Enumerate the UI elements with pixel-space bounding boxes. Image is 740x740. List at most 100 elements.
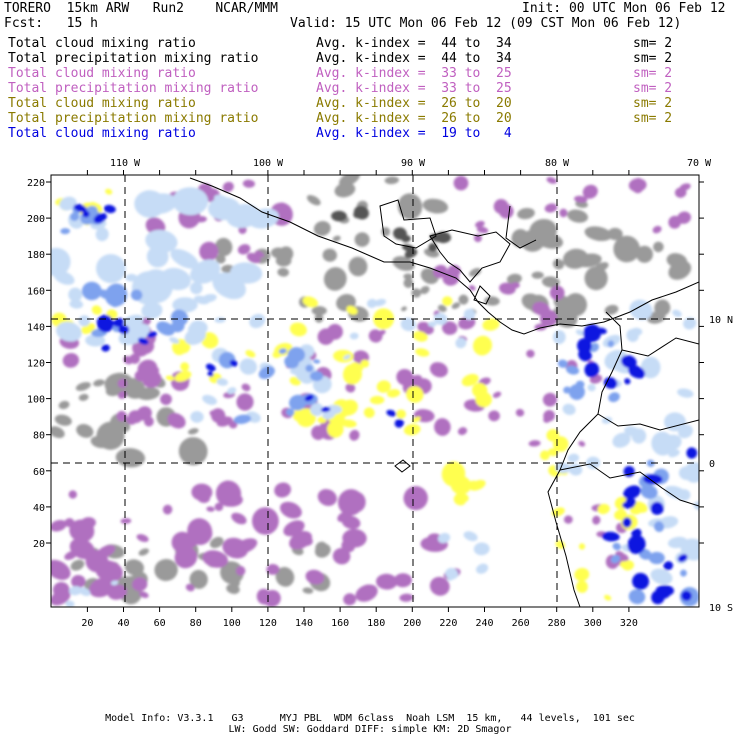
gray-cloud bbox=[584, 266, 608, 291]
yellow-cloud bbox=[342, 363, 363, 385]
legend-field: Total precipitation mixing ratio bbox=[8, 111, 259, 126]
mid-blue-cloud bbox=[568, 384, 585, 400]
blue-cloud bbox=[659, 590, 671, 599]
lon-label: 100 W bbox=[253, 158, 284, 169]
yellow-cloud bbox=[105, 188, 113, 195]
yellow-cloud bbox=[441, 461, 466, 487]
light-blue-cloud bbox=[629, 327, 643, 337]
purple-cloud bbox=[149, 365, 160, 376]
purple-cloud bbox=[187, 518, 213, 546]
gray-cloud bbox=[397, 193, 423, 220]
yellow-cloud bbox=[396, 409, 406, 419]
purple-cloud bbox=[345, 383, 356, 393]
light-blue-cloud bbox=[366, 298, 377, 308]
yellow-cloud bbox=[346, 305, 358, 315]
mid-blue-cloud bbox=[610, 554, 621, 564]
x-tick-label: 260 bbox=[512, 618, 530, 629]
yellow-cloud bbox=[551, 507, 565, 517]
light-blue-cloud bbox=[78, 315, 91, 327]
light-blue-cloud bbox=[651, 431, 674, 456]
purple-cloud bbox=[215, 480, 242, 507]
gray-cloud bbox=[392, 256, 415, 271]
gray-cloud bbox=[381, 227, 391, 237]
yellow-cloud bbox=[326, 420, 344, 438]
purple-cloud bbox=[89, 577, 115, 598]
gray-cloud bbox=[403, 273, 413, 280]
header-fcst: Fcst: 15 h bbox=[4, 16, 98, 31]
gray-cloud bbox=[334, 182, 356, 198]
mid-blue-cloud bbox=[278, 348, 287, 354]
gray-cloud bbox=[420, 285, 430, 295]
purple-cloud bbox=[293, 533, 313, 547]
light-blue-cloud bbox=[59, 196, 77, 211]
mid-blue-cloud bbox=[70, 212, 80, 221]
gray-cloud bbox=[593, 262, 609, 273]
blue-cloud bbox=[686, 447, 698, 459]
blue-cloud bbox=[304, 394, 314, 402]
coastline bbox=[621, 337, 699, 357]
blue-cloud bbox=[632, 572, 650, 590]
light-blue-cloud bbox=[69, 586, 82, 596]
purple-cloud bbox=[128, 410, 143, 424]
mid-blue-cloud bbox=[309, 371, 324, 382]
footer-physics: LW: Godd SW: Goddard DIFF: simple KM: 2D… bbox=[228, 724, 512, 735]
gray-cloud bbox=[54, 414, 72, 426]
lon-label: 80 W bbox=[545, 158, 570, 169]
purple-cloud bbox=[51, 559, 71, 580]
blue-cloud bbox=[623, 465, 635, 477]
purple-cloud bbox=[235, 566, 246, 576]
light-blue-cloud bbox=[169, 336, 180, 344]
purple-cloud bbox=[71, 574, 86, 589]
blue-cloud bbox=[147, 331, 158, 338]
purple-cloud bbox=[95, 560, 123, 582]
light-blue-cloud bbox=[567, 453, 580, 463]
x-tick-label: 280 bbox=[548, 618, 566, 629]
light-blue-cloud bbox=[325, 404, 342, 415]
legend-row: Total precipitation mixing ratio Avg. k-i… bbox=[0, 52, 740, 67]
header-valid: Valid: 15 UTC Mon 06 Feb 12 (09 CST Mon … bbox=[290, 16, 682, 31]
purple-cloud bbox=[222, 537, 249, 559]
purple-cloud bbox=[349, 429, 360, 441]
gray-cloud bbox=[575, 200, 588, 208]
yellow-cloud bbox=[415, 348, 430, 357]
mid-blue-cloud bbox=[110, 299, 121, 308]
blue-cloud bbox=[681, 590, 692, 601]
gray-cloud bbox=[653, 241, 664, 253]
gray-cloud bbox=[666, 253, 688, 269]
gray-cloud bbox=[115, 448, 146, 468]
blue-cloud bbox=[622, 517, 632, 528]
purple-cloud bbox=[492, 391, 502, 398]
gray-cloud bbox=[313, 221, 331, 236]
yellow-cloud bbox=[174, 370, 192, 382]
gray-cloud bbox=[531, 271, 544, 279]
light-blue-cloud bbox=[601, 416, 613, 424]
gray-cloud bbox=[78, 393, 89, 401]
cloud-field-layer bbox=[51, 175, 699, 607]
light-blue-cloud bbox=[65, 600, 75, 607]
legend-kindex: Avg. k-index = 44 to 34 bbox=[316, 36, 512, 51]
purple-cloud bbox=[652, 225, 662, 234]
purple-cloud bbox=[236, 393, 254, 411]
gray-cloud bbox=[105, 432, 121, 450]
legend-sm: sm= 2 bbox=[633, 111, 673, 126]
gray-cloud bbox=[277, 267, 289, 277]
purple-cloud bbox=[206, 506, 215, 512]
gray-cloud bbox=[576, 253, 602, 268]
blue-cloud bbox=[229, 359, 238, 367]
legend-kindex: Avg. k-index = 26 to 20 bbox=[316, 111, 512, 126]
gray-cloud bbox=[403, 278, 414, 288]
legend-row: Total cloud mixing ratio Avg. k-index = 3… bbox=[0, 67, 740, 82]
blue-cloud bbox=[650, 501, 664, 515]
purple-cloud bbox=[332, 547, 351, 565]
gray-cloud bbox=[215, 254, 226, 264]
yellow-cloud bbox=[461, 373, 479, 387]
light-blue-cloud bbox=[51, 247, 71, 277]
y-tick-label: 140 bbox=[27, 322, 45, 333]
blue-cloud bbox=[603, 377, 618, 389]
yellow-cloud bbox=[376, 380, 391, 393]
purple-cloud bbox=[679, 183, 691, 191]
gray-cloud bbox=[154, 558, 178, 582]
x-tick-label: 140 bbox=[295, 618, 313, 629]
light-blue-cloud bbox=[672, 309, 682, 318]
purple-cloud bbox=[317, 489, 337, 506]
